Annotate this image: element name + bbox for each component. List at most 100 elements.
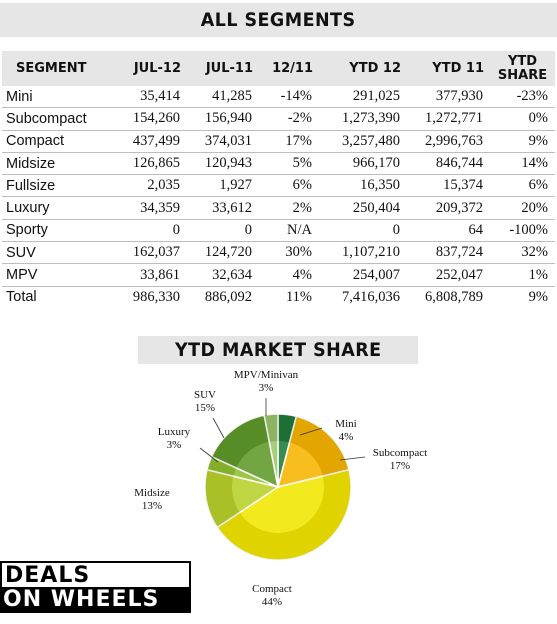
segment-name-cell: SUV	[2, 241, 104, 265]
logo-line-1: DEALS	[0, 561, 191, 588]
table-cell: 4%	[259, 263, 319, 287]
column-header: JUL-12	[104, 51, 187, 86]
slice-label: Mini	[335, 418, 356, 430]
table-row: MPV 33,861 32,634 4% 254,007 252,047 1%	[2, 263, 555, 287]
column-header: JUL-11	[187, 51, 259, 86]
column-header: YTD SHARE	[490, 51, 555, 86]
segment-name-cell: Midsize	[2, 152, 104, 176]
table-cell: 437,499	[104, 130, 187, 153]
table-cell: 14%	[490, 152, 555, 176]
table-cell: 0	[104, 219, 187, 243]
table-row: Luxury 34,359 33,612 2% 250,404 209,372 20%	[2, 196, 555, 220]
table-row: Midsize 126,865 120,943 5% 966,170 846,744 14%	[2, 152, 555, 176]
slice-label: Luxury	[158, 426, 191, 438]
table-cell: 156,940	[187, 107, 259, 131]
slice-label: Midsize	[134, 487, 170, 499]
table-cell: 2%	[259, 196, 319, 220]
pie-slice-subcompact	[276, 415, 350, 489]
table-cell: 15,374	[407, 174, 490, 198]
table-cell: 1,273,390	[319, 107, 407, 131]
table-cell: 291,025	[319, 86, 407, 109]
table-cell: 6,808,789	[425, 288, 483, 305]
table-cell: 5%	[259, 152, 319, 176]
logo-line-2: ON WHEELS	[0, 587, 191, 613]
table-cell: 33,612	[187, 196, 259, 220]
table-cell: 124,720	[187, 241, 259, 265]
table-cell: -14%	[259, 86, 319, 109]
column-header: SEGMENT	[2, 51, 104, 86]
table-cell: 254,007	[319, 263, 407, 287]
table-cell: 6%	[259, 174, 319, 198]
table-cell: 0	[187, 219, 259, 243]
table-cell: 209,372	[407, 196, 490, 220]
table-cell: 11%	[285, 288, 312, 305]
table-cell: 9%	[528, 288, 548, 305]
pie-slice-compact	[216, 468, 352, 561]
pie-shade-ring	[205, 414, 351, 560]
table-cell: 986,330	[132, 288, 180, 305]
table-cell: 34,359	[104, 196, 187, 220]
table-cell: 886,092	[204, 288, 252, 305]
table-cell: 64	[407, 219, 490, 243]
table-row: Total 986,330 886,092 11% 7,416,036 6,808,789…	[2, 286, 555, 308]
table-cell: 126,865	[104, 152, 187, 176]
slice-label: SUV	[194, 389, 216, 401]
segments-table: SEGMENT JUL-12 JUL-11 12/11 YTD 12 YTD 1…	[2, 51, 555, 308]
slice-label: Compact	[252, 583, 292, 595]
slice-value-label: 17%	[390, 460, 410, 472]
table-cell: 154,260	[104, 107, 187, 131]
table-cell: 3,257,480	[319, 130, 407, 153]
chart-title: YTD MARKET SHARE	[174, 339, 382, 361]
table-cell: 1,272,771	[407, 107, 490, 131]
table-row: SUV 162,037 124,720 30% 1,107,210 837,724 32%	[2, 241, 555, 265]
column-header: 12/11	[259, 51, 319, 86]
chart-header: YTD MARKET SHARE	[138, 336, 418, 364]
table-row: Fullsize 2,035 1,927 6% 16,350 15,374 6%	[2, 174, 555, 198]
page-title: ALL SEGMENTS	[201, 9, 356, 31]
table-cell: 162,037	[104, 241, 187, 265]
leader-line	[339, 456, 366, 461]
pie-slice-midsize	[204, 468, 280, 529]
table-cell: 250,404	[319, 196, 407, 220]
pie-inner-highlight	[232, 441, 324, 533]
slice-label: MPV/Minivan	[234, 369, 299, 381]
pie-slices	[204, 413, 352, 561]
table-row: Subcompact 154,260 156,940 -2% 1,273,390 1,27…	[2, 107, 555, 131]
table-cell: 9%	[490, 130, 555, 153]
table-cell: 20%	[490, 196, 555, 220]
table-cell: 41,285	[187, 86, 259, 109]
table-cell: 837,724	[407, 241, 490, 265]
table-cell: -100%	[490, 219, 555, 243]
table-cell: -23%	[490, 86, 555, 109]
table-cell: 966,170	[319, 152, 407, 176]
table-cell: 6%	[490, 174, 555, 198]
table-header-row: SEGMENT JUL-12 JUL-11 12/11 YTD 12 YTD 1…	[2, 51, 555, 86]
leader-line	[299, 427, 323, 436]
segment-name-cell: Mini	[2, 86, 104, 109]
pie-slice-suv	[210, 414, 280, 489]
table-cell: 120,943	[187, 152, 259, 176]
table-cell: 0	[319, 219, 407, 243]
table-row: Compact 437,499 374,031 17% 3,257,480 2,996,7…	[2, 130, 555, 153]
table-cell: 0%	[490, 107, 555, 131]
slice-label: Subcompact	[373, 447, 427, 459]
segment-name-cell: Total	[6, 289, 37, 306]
table-row: Mini 35,414 41,285 -14% 291,025 377,930 -23%	[2, 86, 555, 109]
segment-name-cell: Fullsize	[2, 174, 104, 198]
brand-logo: DEALS ON WHEELS	[0, 561, 191, 614]
slice-value-label: 4%	[339, 431, 354, 443]
slice-value-label: 15%	[195, 402, 215, 414]
segment-name-cell: Compact	[2, 130, 104, 153]
segment-name-cell: Sporty	[2, 219, 104, 243]
table-cell: 7,416,036	[342, 288, 400, 305]
segment-name-cell: Luxury	[2, 196, 104, 220]
segment-name-cell: MPV	[2, 263, 104, 287]
table-cell: 33,861	[104, 263, 187, 287]
leader-line	[199, 447, 219, 463]
table-cell: 32,634	[187, 263, 259, 287]
pie-slice-mpv-minivan	[263, 413, 279, 488]
table-cell: -2%	[259, 107, 319, 131]
table-cell: 1,107,210	[319, 241, 407, 265]
slice-value-label: 3%	[259, 382, 274, 394]
